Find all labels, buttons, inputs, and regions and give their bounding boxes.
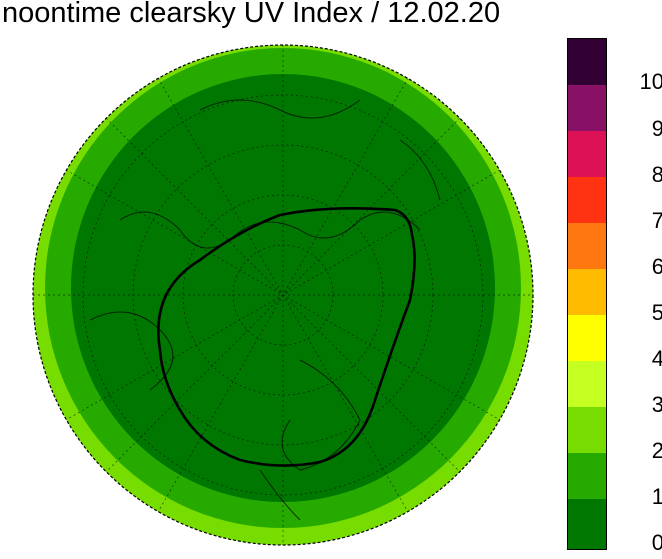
legend-swatch-6: [568, 223, 606, 269]
legend-swatch-1: [568, 453, 606, 499]
legend-tick-6: 6: [651, 254, 662, 279]
legend-tick-0: 0: [651, 530, 662, 555]
legend-swatch-8: [568, 131, 606, 177]
legend-tick-5: 5: [651, 300, 662, 325]
legend-tick-10: 10: [639, 69, 662, 94]
legend-swatch-4: [568, 315, 606, 361]
legend-tick-2: 2: [651, 438, 662, 463]
legend-swatch-0: [568, 499, 606, 549]
legend-swatch-10: [568, 39, 606, 85]
uv-band-0: [71, 74, 495, 502]
graticule: [33, 45, 533, 545]
uv-color-legend: [567, 38, 607, 550]
legend-tick-4: 4: [651, 346, 662, 371]
polar-uv-map: [32, 44, 534, 546]
globe-outline: [32, 44, 534, 546]
legend-tick-9: 9: [651, 116, 662, 141]
legend-swatch-3: [568, 361, 606, 407]
legend-tick-1: 1: [651, 484, 662, 509]
map-title: noontime clearsky UV Index / 12.02.20: [2, 0, 501, 29]
legend-tick-8: 8: [651, 162, 662, 187]
legend-tick-3: 3: [651, 392, 662, 417]
legend-swatch-9: [568, 85, 606, 131]
legend-swatch-5: [568, 269, 606, 315]
legend-swatch-2: [568, 407, 606, 453]
legend-tick-7: 7: [651, 208, 662, 233]
legend-swatch-7: [568, 177, 606, 223]
ozone-contour: [157, 207, 416, 467]
